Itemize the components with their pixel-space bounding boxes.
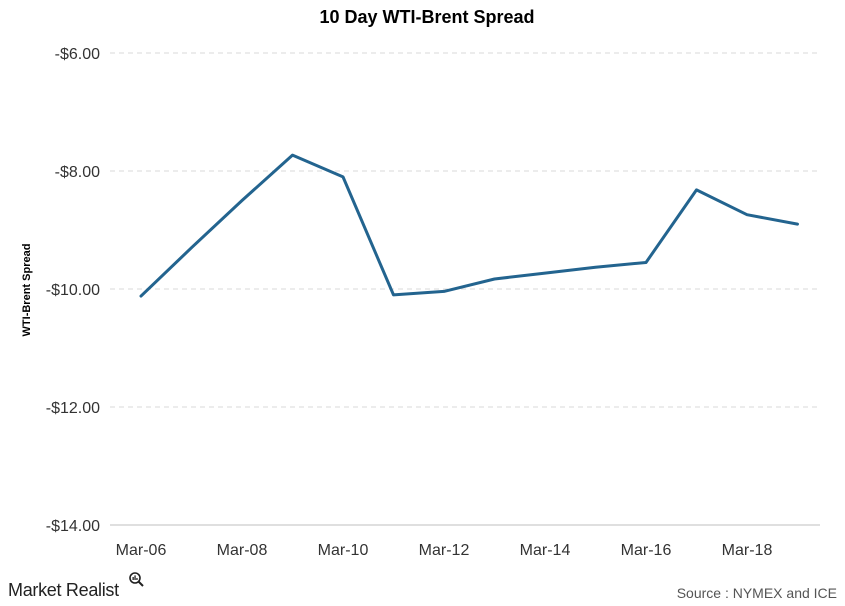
- source-note: Source : NYMEX and ICE: [677, 585, 837, 601]
- x-tick-label: Mar-16: [621, 542, 672, 559]
- y-axis-label: WTI-Brent Spread: [21, 244, 33, 337]
- series-layer: [139, 153, 799, 298]
- x-tick-label: Mar-12: [419, 542, 470, 559]
- x-tick-label: Mar-18: [722, 542, 773, 559]
- x-tick-label: Mar-08: [217, 542, 268, 559]
- y-tick-label: -$14.00: [46, 518, 100, 535]
- chart-title: 10 Day WTI-Brent Spread: [319, 7, 534, 27]
- brand-logo: Market Realist: [8, 572, 144, 600]
- y-axis-ticks: -$6.00 -$8.00 -$10.00 -$12.00 -$14.00: [46, 46, 100, 535]
- x-tick-label: Mar-10: [318, 542, 369, 559]
- y-tick-label: -$8.00: [55, 164, 100, 181]
- x-axis-ticks: Mar-06 Mar-08 Mar-10 Mar-12 Mar-14 Mar-16 Mar-…: [116, 542, 773, 559]
- brand-name: Market Realist: [8, 580, 119, 600]
- x-tick-label: Mar-14: [520, 542, 571, 559]
- magnifier-icon: [129, 572, 144, 587]
- x-tick-label: Mar-06: [116, 542, 167, 559]
- y-tick-label: -$10.00: [46, 282, 100, 299]
- y-tick-label: -$12.00: [46, 400, 100, 417]
- series-line: [139, 153, 799, 298]
- y-tick-label: -$6.00: [55, 46, 100, 63]
- gridlines: [110, 52, 820, 408]
